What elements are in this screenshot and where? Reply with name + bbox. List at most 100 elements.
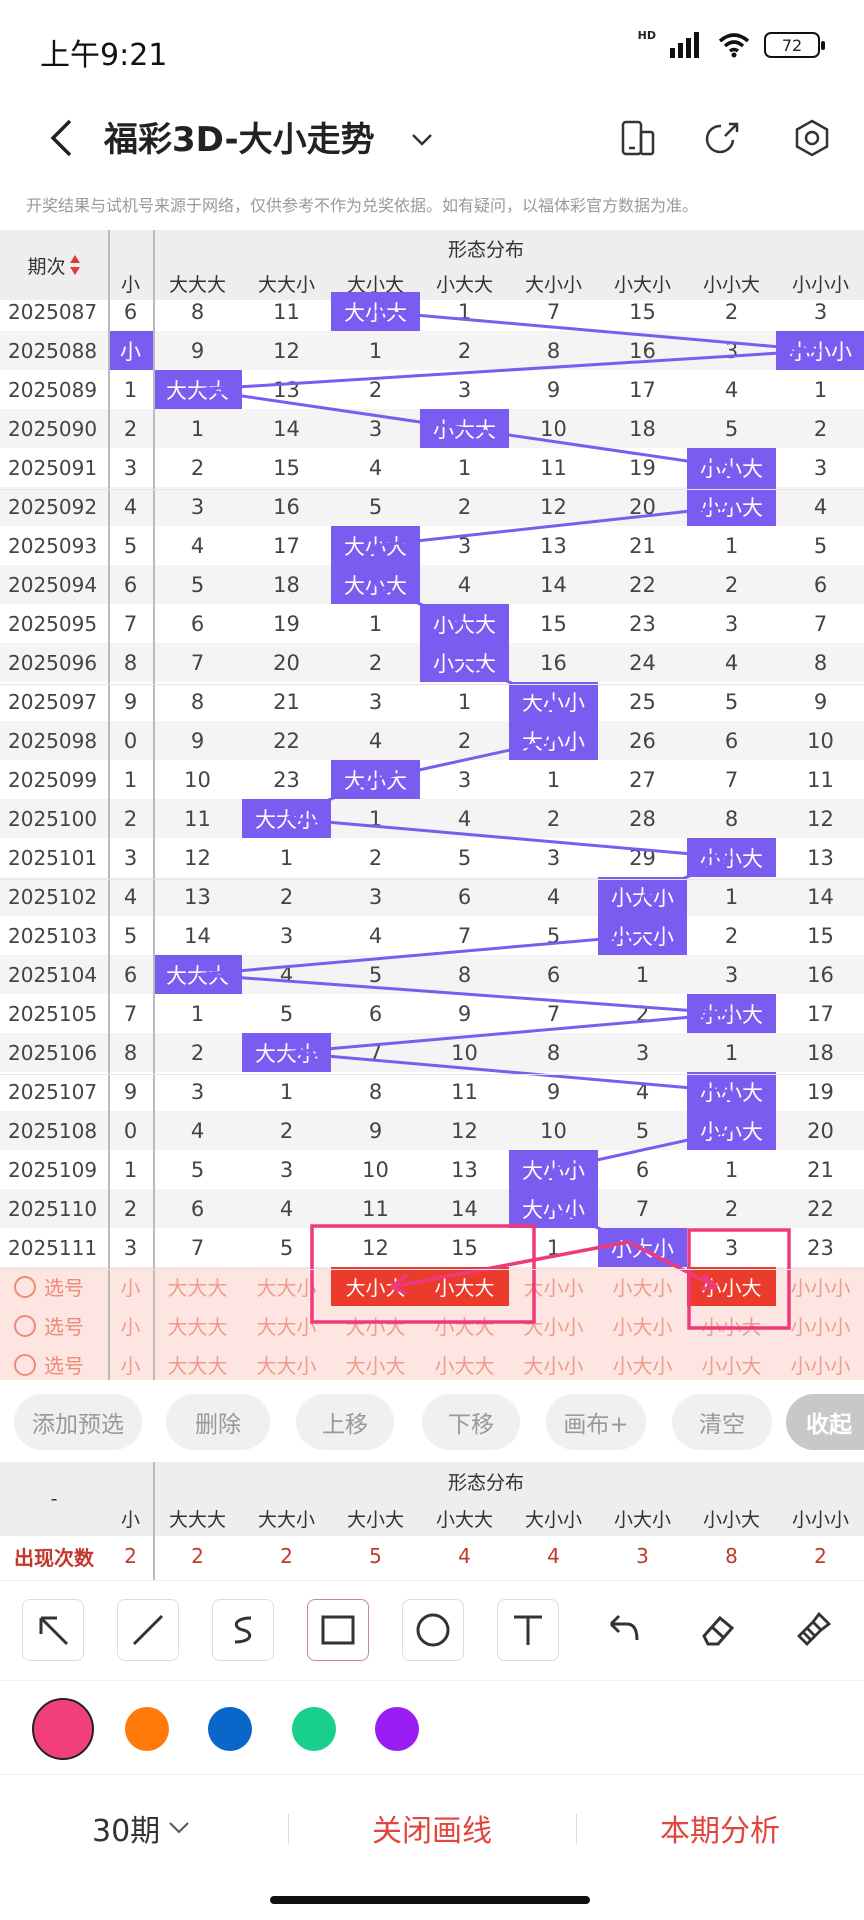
miss-count-cell[interactable]: 15 <box>451 1235 478 1260</box>
miss-count-cell[interactable]: 23 <box>807 1235 834 1260</box>
selection-row-label[interactable]: 选号 <box>0 1306 108 1345</box>
miss-count-cell[interactable]: 11 <box>184 806 211 831</box>
miss-count-cell[interactable]: 7 <box>813 611 828 636</box>
miss-count-cell[interactable]: 16 <box>540 650 567 675</box>
miss-count-cell[interactable]: 2 <box>457 338 472 363</box>
miss-count-cell[interactable]: 19 <box>807 1079 834 1104</box>
miss-count-cell[interactable]: 10 <box>807 728 834 753</box>
miss-count-cell[interactable]: 17 <box>629 377 656 402</box>
hit-cell[interactable]: 小小大 <box>687 1072 776 1111</box>
miss-count-cell[interactable]: 13 <box>273 377 300 402</box>
miss-count-cell[interactable]: 1 <box>635 962 650 987</box>
miss-count-cell[interactable]: 1 <box>724 1157 739 1182</box>
hit-cell[interactable]: 大小小 <box>509 682 598 721</box>
undo-tool-button[interactable] <box>592 1599 654 1661</box>
hit-cell[interactable]: 小小大 <box>687 487 776 526</box>
line-tool-button[interactable] <box>117 1599 179 1661</box>
eraser-tool-button[interactable] <box>687 1599 749 1661</box>
miss-count-cell[interactable]: 2 <box>368 845 383 870</box>
miss-count-cell[interactable]: 3 <box>279 923 294 948</box>
miss-count-cell[interactable]: 2 <box>724 299 739 324</box>
miss-count-cell[interactable]: 6 <box>635 1157 650 1182</box>
miss-count-cell[interactable]: 2 <box>724 923 739 948</box>
miss-count-cell[interactable]: 5 <box>279 1235 294 1260</box>
miss-count-cell[interactable]: 1 <box>724 884 739 909</box>
miss-count-cell[interactable]: 7 <box>368 1040 383 1065</box>
option-cell[interactable]: 小大小 <box>612 1354 673 1378</box>
hit-cell[interactable]: 大大小 <box>242 1033 331 1072</box>
miss-count-cell[interactable]: 5 <box>190 1157 205 1182</box>
miss-count-cell[interactable]: 10 <box>540 1118 567 1143</box>
miss-count-cell[interactable]: 21 <box>807 1157 834 1182</box>
miss-count-cell[interactable]: 17 <box>273 533 300 558</box>
option-cell[interactable]: 大大小 <box>256 1276 317 1300</box>
option-cell[interactable]: 小小小 <box>790 1276 851 1300</box>
miss-count-cell[interactable]: 5 <box>457 845 472 870</box>
miss-count-cell[interactable]: 1 <box>724 533 739 558</box>
miss-count-cell[interactable]: 7 <box>457 923 472 948</box>
rectangle-tool-button[interactable] <box>307 1599 369 1661</box>
miss-count-cell[interactable]: 2 <box>368 377 383 402</box>
miss-count-cell[interactable]: 17 <box>807 1001 834 1026</box>
miss-count-cell[interactable]: 12 <box>362 1235 389 1260</box>
circle-tool-button[interactable] <box>402 1599 464 1661</box>
hit-cell[interactable]: 小小大 <box>687 1111 776 1150</box>
hit-cell[interactable]: 大小小 <box>509 1150 598 1189</box>
miss-count-cell[interactable]: 6 <box>368 1001 383 1026</box>
miss-count-cell[interactable]: 2 <box>457 494 472 519</box>
color-swatch-pink[interactable] <box>32 1698 94 1760</box>
hit-cell[interactable]: 大大小 <box>242 799 331 838</box>
hit-cell[interactable]: 小大小 <box>598 916 687 955</box>
option-cell[interactable]: 小小大 <box>701 1315 762 1339</box>
miss-count-cell[interactable]: 6 <box>724 728 739 753</box>
miss-count-cell[interactable]: 27 <box>629 767 656 792</box>
miss-count-cell[interactable]: 15 <box>807 923 834 948</box>
miss-count-cell[interactable]: 4 <box>546 884 561 909</box>
miss-count-cell[interactable]: 1 <box>368 338 383 363</box>
miss-count-cell[interactable]: 3 <box>368 689 383 714</box>
miss-count-cell[interactable]: 12 <box>807 806 834 831</box>
miss-count-cell[interactable]: 19 <box>629 455 656 480</box>
period-analysis-button[interactable]: 本期分析 <box>660 1814 780 1849</box>
option-cell[interactable]: 小小小 <box>790 1354 851 1378</box>
option-cell[interactable]: 小大小 <box>612 1276 673 1300</box>
miss-count-cell[interactable]: 28 <box>629 806 656 831</box>
miss-count-cell[interactable]: 8 <box>546 1040 561 1065</box>
miss-count-cell[interactable]: 1 <box>190 416 205 441</box>
miss-count-cell[interactable]: 12 <box>273 338 300 363</box>
canvas-add-button[interactable]: 画布+ <box>546 1394 646 1450</box>
miss-count-cell[interactable]: 9 <box>457 1001 472 1026</box>
miss-count-cell[interactable]: 5 <box>368 494 383 519</box>
miss-count-cell[interactable]: 24 <box>629 650 656 675</box>
miss-count-cell[interactable]: 8 <box>190 299 205 324</box>
miss-count-cell[interactable]: 3 <box>368 884 383 909</box>
miss-count-cell[interactable]: 13 <box>184 884 211 909</box>
miss-count-cell[interactable]: 3 <box>813 299 828 324</box>
miss-count-cell[interactable]: 6 <box>457 884 472 909</box>
selected-option[interactable]: 小大大 <box>420 1267 509 1306</box>
miss-count-cell[interactable]: 1 <box>368 611 383 636</box>
miss-count-cell[interactable]: 20 <box>629 494 656 519</box>
hit-cell[interactable]: 大小大 <box>331 526 420 565</box>
miss-count-cell[interactable]: 14 <box>540 572 567 597</box>
period-count-select[interactable]: 30期 <box>92 1806 190 1850</box>
miss-count-cell[interactable]: 7 <box>190 650 205 675</box>
miss-count-cell[interactable]: 1 <box>457 299 472 324</box>
hit-cell[interactable]: 大小小 <box>509 721 598 760</box>
miss-count-cell[interactable]: 4 <box>457 806 472 831</box>
miss-count-cell[interactable]: 5 <box>279 1001 294 1026</box>
option-cell[interactable]: 大小小 <box>523 1315 584 1339</box>
hit-cell[interactable]: 大小小 <box>509 1189 598 1228</box>
clear-canvas-tool-button[interactable] <box>782 1599 844 1661</box>
hit-cell[interactable]: 小大大 <box>420 604 509 643</box>
miss-count-cell[interactable]: 9 <box>190 338 205 363</box>
miss-count-cell[interactable]: 13 <box>451 1157 478 1182</box>
settings-button[interactable] <box>786 112 838 164</box>
option-cell[interactable]: 大大小 <box>256 1315 317 1339</box>
miss-count-cell[interactable]: 12 <box>540 494 567 519</box>
miss-count-cell[interactable]: 16 <box>273 494 300 519</box>
miss-count-cell[interactable]: 8 <box>546 338 561 363</box>
trend-table[interactable]: 期次 形态分布 小 大大大 大大小 大小大 小大大 大小小 小大小 小小大 小小小 20250… <box>0 230 864 1380</box>
back-button[interactable] <box>36 108 86 168</box>
miss-count-cell[interactable]: 4 <box>368 455 383 480</box>
